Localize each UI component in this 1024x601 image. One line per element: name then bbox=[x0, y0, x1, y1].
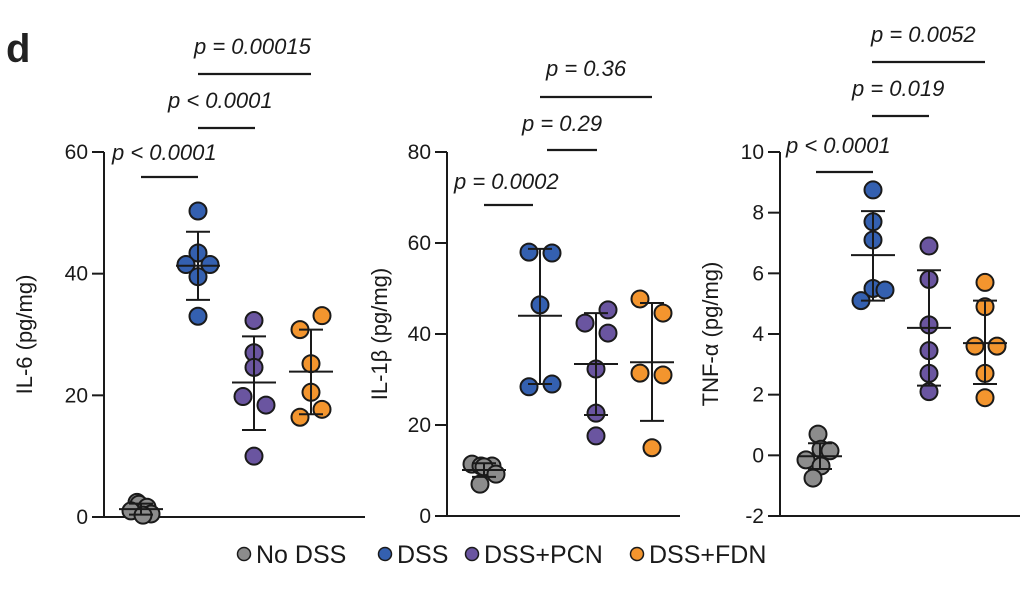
data-point bbox=[519, 242, 539, 262]
series-dss-pcn bbox=[574, 300, 618, 446]
data-point bbox=[188, 306, 208, 326]
data-point bbox=[919, 236, 939, 256]
p-value-label: p = 0.36 bbox=[545, 56, 627, 81]
y-tick-label: 0 bbox=[76, 506, 88, 529]
p-value-label: p = 0.0052 bbox=[870, 22, 976, 47]
legend-marker bbox=[629, 546, 645, 562]
chart-panel-1: 0 20 40 60 IL-6 (pg/mg) p < 0.0001 p < 0.0001 p… bbox=[12, 34, 365, 529]
legend: No DSS DSS DSS+PCN DSS+FDN bbox=[236, 541, 766, 569]
series-dss-pcn bbox=[907, 236, 951, 402]
series-dss-fdn bbox=[963, 272, 1007, 408]
y-tick-label: 8 bbox=[752, 202, 764, 225]
y-axis-title: IL-6 (pg/mg) bbox=[12, 275, 37, 395]
p-value-label: p = 0.29 bbox=[521, 111, 602, 136]
y-tick-label: 4 bbox=[752, 323, 764, 346]
series-no-dss bbox=[119, 492, 163, 525]
y-tick-label: 80 bbox=[408, 141, 431, 164]
data-point bbox=[653, 303, 673, 323]
y-tick-label: 40 bbox=[65, 263, 88, 286]
data-point bbox=[256, 395, 276, 415]
y-tick-label: 60 bbox=[408, 232, 431, 255]
data-point bbox=[586, 426, 606, 446]
legend-item-dss-fdn: DSS+FDN bbox=[629, 541, 766, 569]
data-point bbox=[290, 407, 310, 427]
data-point bbox=[486, 464, 506, 484]
series-dss-fdn bbox=[289, 306, 333, 427]
legend-marker bbox=[236, 546, 252, 562]
series-dss-pcn bbox=[232, 311, 276, 466]
data-point bbox=[863, 180, 883, 200]
data-point bbox=[519, 377, 539, 397]
data-point bbox=[598, 300, 618, 320]
data-point bbox=[244, 311, 264, 331]
data-point bbox=[312, 399, 332, 419]
p-value-label: p < 0.0001 bbox=[785, 133, 891, 158]
y-tick-label: 20 bbox=[65, 384, 88, 407]
legend-marker bbox=[377, 546, 393, 562]
data-point bbox=[642, 438, 662, 458]
data-point bbox=[575, 313, 595, 333]
y-tick-label: 2 bbox=[752, 384, 764, 407]
legend-label: DSS+FDN bbox=[649, 541, 766, 569]
p-value-label: p = 0.00015 bbox=[193, 34, 312, 59]
legend-label: DSS bbox=[397, 541, 448, 569]
p-value-label: p = 0.019 bbox=[851, 76, 944, 101]
data-point bbox=[598, 323, 618, 343]
p-value-label: p < 0.0001 bbox=[167, 88, 273, 113]
data-point bbox=[470, 474, 490, 494]
legend-label: No DSS bbox=[256, 541, 346, 569]
data-point bbox=[200, 255, 220, 275]
data-point bbox=[244, 446, 264, 466]
y-tick-label: 60 bbox=[65, 141, 88, 164]
y-tick-label: 6 bbox=[752, 262, 764, 285]
panel-letter: d bbox=[6, 27, 30, 71]
series-no-dss bbox=[462, 454, 506, 494]
y-tick-label: 40 bbox=[408, 323, 431, 346]
legend-item-dss: DSS bbox=[377, 541, 448, 569]
data-point bbox=[233, 387, 253, 407]
y-axis-title: IL-1β (pg/mg) bbox=[367, 268, 392, 400]
y-tick-label: -2 bbox=[745, 505, 764, 528]
series-dss bbox=[518, 242, 562, 397]
data-point bbox=[987, 336, 1007, 356]
series-dss bbox=[176, 201, 220, 326]
series-dss bbox=[851, 180, 895, 311]
chart-panel-2: 0 20 40 60 80 IL-1β (pg/mg) p = 0.0002 p = 0.29… bbox=[367, 56, 680, 528]
data-point bbox=[630, 363, 650, 383]
y-tick-label: 20 bbox=[408, 414, 431, 437]
data-point bbox=[965, 336, 985, 356]
series-dss-fdn bbox=[630, 289, 674, 458]
data-point bbox=[312, 306, 332, 326]
legend-label: DSS+PCN bbox=[484, 541, 603, 569]
data-point bbox=[630, 289, 650, 309]
data-point bbox=[653, 365, 673, 385]
data-point bbox=[875, 280, 895, 300]
legend-marker bbox=[464, 546, 480, 562]
data-point bbox=[803, 468, 823, 488]
y-tick-label: 0 bbox=[752, 444, 764, 467]
p-value-label: p < 0.0001 bbox=[111, 140, 217, 165]
data-point bbox=[176, 255, 196, 275]
data-point bbox=[188, 201, 208, 221]
data-point bbox=[542, 243, 562, 263]
y-tick-label: 10 bbox=[741, 141, 764, 164]
data-point bbox=[975, 388, 995, 408]
y-tick-label: 0 bbox=[419, 505, 431, 528]
data-point bbox=[975, 272, 995, 292]
y-axis-title: TNF-α (pg/mg) bbox=[698, 262, 723, 407]
legend-item-no-dss: No DSS bbox=[236, 541, 346, 569]
legend-item-dss-pcn: DSS+PCN bbox=[464, 541, 603, 569]
chart-panel-3: -2 0 2 4 6 8 10 TNF-α (pg/mg) p < 0.0001 p = 0.01… bbox=[698, 22, 1020, 528]
series-no-dss bbox=[796, 424, 842, 488]
data-point bbox=[808, 424, 828, 444]
p-value-label: p = 0.0002 bbox=[453, 169, 559, 194]
